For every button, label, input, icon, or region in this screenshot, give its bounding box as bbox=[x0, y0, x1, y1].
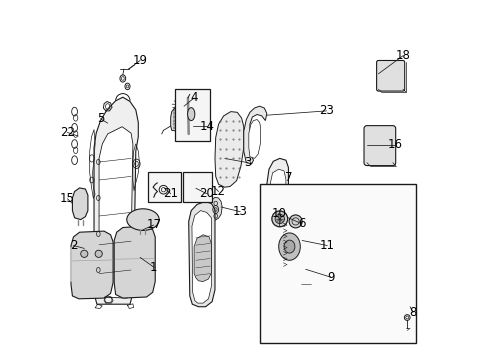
Ellipse shape bbox=[278, 233, 300, 260]
Text: 15: 15 bbox=[60, 192, 75, 205]
Bar bbox=[259, 184, 415, 343]
Polygon shape bbox=[188, 202, 215, 307]
Polygon shape bbox=[194, 235, 211, 282]
Text: 11: 11 bbox=[319, 239, 334, 252]
Text: 6: 6 bbox=[298, 217, 305, 230]
Polygon shape bbox=[276, 222, 302, 273]
Ellipse shape bbox=[284, 240, 294, 253]
Text: 21: 21 bbox=[163, 187, 178, 200]
Polygon shape bbox=[353, 248, 399, 320]
Polygon shape bbox=[114, 226, 155, 298]
Polygon shape bbox=[299, 269, 311, 303]
Text: 7: 7 bbox=[284, 171, 291, 184]
Bar bbox=[148, 172, 181, 202]
Text: 14: 14 bbox=[199, 120, 214, 132]
Text: 1: 1 bbox=[150, 261, 157, 274]
Text: 22: 22 bbox=[60, 126, 75, 139]
Text: 18: 18 bbox=[395, 49, 409, 62]
Polygon shape bbox=[183, 175, 194, 199]
Text: 3: 3 bbox=[244, 156, 251, 169]
FancyBboxPatch shape bbox=[363, 126, 395, 166]
Polygon shape bbox=[266, 158, 288, 266]
Polygon shape bbox=[357, 251, 396, 316]
Text: 13: 13 bbox=[232, 205, 247, 218]
Text: 16: 16 bbox=[386, 138, 402, 151]
Polygon shape bbox=[192, 211, 211, 303]
Polygon shape bbox=[94, 97, 138, 304]
Text: 9: 9 bbox=[326, 271, 334, 284]
Text: 10: 10 bbox=[271, 207, 285, 220]
Text: 12: 12 bbox=[211, 185, 225, 198]
Text: 17: 17 bbox=[146, 219, 161, 231]
Ellipse shape bbox=[275, 214, 284, 224]
Polygon shape bbox=[99, 127, 133, 298]
Polygon shape bbox=[209, 197, 222, 220]
Ellipse shape bbox=[95, 250, 102, 257]
Text: 8: 8 bbox=[408, 306, 416, 319]
Polygon shape bbox=[323, 250, 342, 320]
Ellipse shape bbox=[187, 108, 194, 121]
Polygon shape bbox=[244, 106, 266, 164]
Bar bbox=[182, 172, 212, 202]
Text: 2: 2 bbox=[70, 239, 77, 252]
Bar bbox=[175, 89, 209, 141]
Ellipse shape bbox=[126, 209, 159, 230]
Polygon shape bbox=[269, 169, 285, 263]
Polygon shape bbox=[72, 188, 88, 220]
Text: 23: 23 bbox=[319, 104, 333, 117]
FancyBboxPatch shape bbox=[376, 60, 404, 91]
Bar bbox=[273, 202, 283, 223]
Ellipse shape bbox=[271, 211, 287, 227]
Polygon shape bbox=[326, 254, 340, 316]
Ellipse shape bbox=[81, 250, 88, 257]
Polygon shape bbox=[215, 112, 244, 187]
Text: 20: 20 bbox=[199, 187, 214, 200]
Text: 19: 19 bbox=[132, 54, 147, 67]
Ellipse shape bbox=[288, 215, 302, 228]
Polygon shape bbox=[248, 120, 260, 158]
Polygon shape bbox=[71, 231, 113, 299]
Text: 5: 5 bbox=[97, 112, 104, 125]
Polygon shape bbox=[170, 106, 197, 131]
Text: 4: 4 bbox=[190, 91, 198, 104]
